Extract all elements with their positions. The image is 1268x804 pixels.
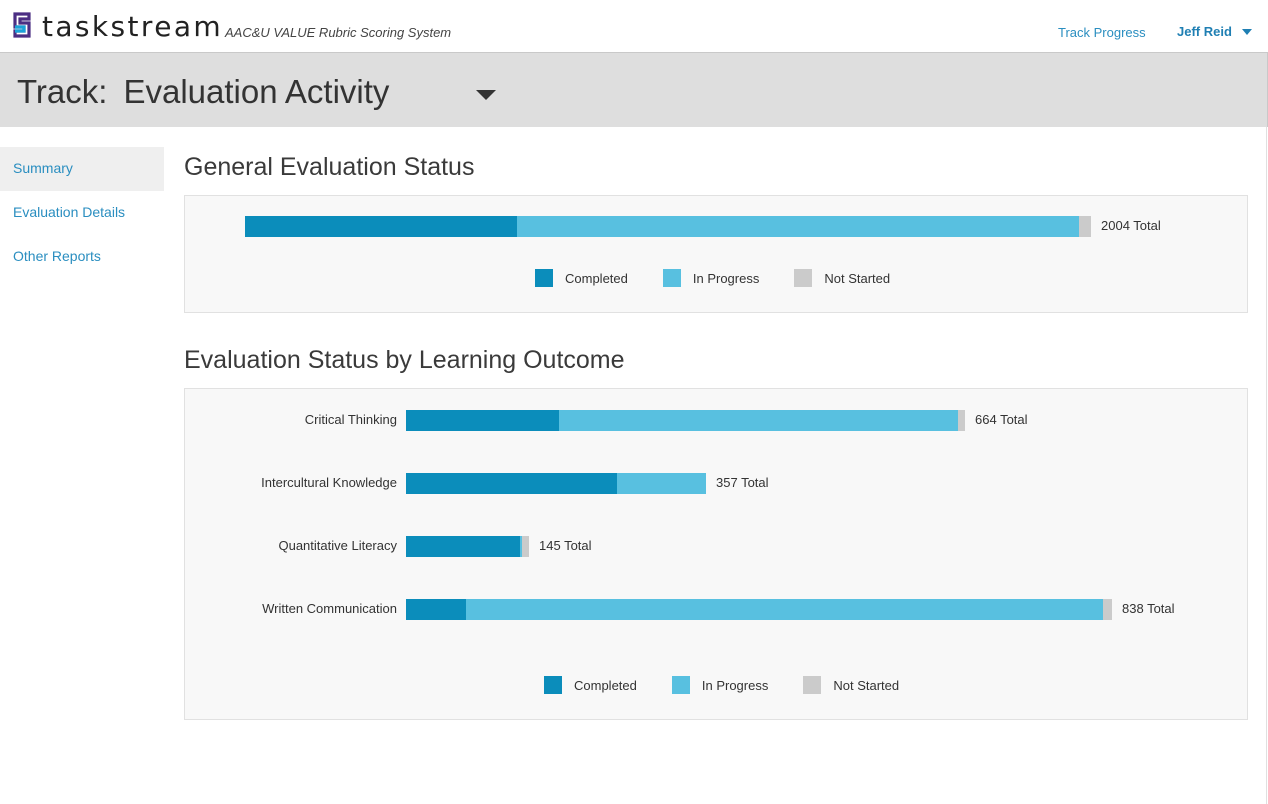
sidebar-nav: Summary Evaluation Details Other Reports <box>0 147 164 279</box>
sidebar-item-evaluation-details[interactable]: Evaluation Details <box>0 191 164 235</box>
sidebar-item-label: Other Reports <box>13 248 101 264</box>
legend-label: In Progress <box>692 270 760 286</box>
sidebar-item-label: Evaluation Details <box>13 204 126 220</box>
legend-swatch-in-progress <box>671 676 690 694</box>
sidebar-item-other-reports[interactable]: Other Reports <box>0 235 164 279</box>
legend-swatch-completed <box>544 676 562 694</box>
bar-total-label: 664 Total <box>975 412 1028 427</box>
bar-total-label: 2004 Total <box>1101 218 1161 233</box>
taskstream-logo-icon <box>13 12 31 38</box>
general-status-title: General Evaluation Status <box>184 153 475 181</box>
legend-completed: Completed <box>544 676 637 694</box>
track-label: Track: <box>17 73 108 110</box>
legend-label: Completed <box>565 270 628 286</box>
bar-segment-completed[interactable] <box>406 473 617 494</box>
bar-segment-not-started[interactable] <box>522 536 529 557</box>
scroll-edge <box>1266 127 1267 804</box>
bar-segment-in-progress[interactable] <box>520 536 522 557</box>
legend-label: Not Started <box>833 677 900 693</box>
outcome-status-title: Evaluation Status by Learning Outcome <box>184 346 625 374</box>
track-progress-link[interactable]: Track Progress <box>1058 25 1146 40</box>
outcome-bar[interactable] <box>406 536 529 557</box>
track-selector-bar: Track: Evaluation Activity <box>0 53 1268 127</box>
track-dropdown-icon[interactable] <box>476 90 496 100</box>
bar-total-label: 145 Total <box>539 538 592 553</box>
legend-not-started: Not Started <box>803 676 899 694</box>
outcome-row-label: Critical Thinking <box>304 412 397 427</box>
general-status-panel: 2004 Total Completed In Progress Not Sta… <box>184 195 1248 313</box>
bar-segment-completed[interactable] <box>245 216 517 237</box>
legend-swatch-not-started <box>794 269 813 287</box>
legend-swatch-in-progress <box>662 269 681 287</box>
legend-swatch-completed <box>535 269 553 287</box>
app-subtitle: AAC&U VALUE Rubric Scoring System <box>225 25 452 40</box>
brand-name[interactable]: taskstream <box>42 10 224 43</box>
legend-not-started: Not Started <box>794 269 890 287</box>
general-status-bar[interactable] <box>245 216 1091 237</box>
bar-segment-in-progress[interactable] <box>517 216 1079 237</box>
legend-in-progress: In Progress <box>662 269 760 287</box>
legend-completed: Completed <box>535 269 628 287</box>
bar-segment-completed[interactable] <box>406 536 520 557</box>
chevron-down-icon[interactable] <box>1242 29 1252 35</box>
outcome-status-panel: Critical Thinking 664 Total Intercultural … <box>184 388 1248 720</box>
outcome-legend: Completed In Progress Not Started <box>544 676 934 694</box>
bar-segment-completed[interactable] <box>406 599 466 620</box>
bar-segment-completed[interactable] <box>406 410 559 431</box>
outcome-bar[interactable] <box>406 599 1112 620</box>
legend-label: In Progress <box>701 677 769 693</box>
top-header: taskstream AAC&U VALUE Rubric Scoring Sy… <box>0 0 1268 53</box>
bar-segment-not-started[interactable] <box>1103 599 1112 620</box>
track-title[interactable]: Track: Evaluation Activity <box>17 73 389 111</box>
bar-segment-not-started[interactable] <box>958 410 965 431</box>
outcome-row-label: Quantitative Literacy <box>278 538 397 553</box>
legend-label: Not Started <box>824 270 891 286</box>
bar-segment-not-started[interactable] <box>1079 216 1091 237</box>
legend-swatch-not-started <box>803 676 822 694</box>
user-menu[interactable]: Jeff Reid <box>1177 24 1232 39</box>
bar-segment-in-progress[interactable] <box>617 473 706 494</box>
general-legend: Completed In Progress Not Started <box>535 269 925 287</box>
outcome-bar[interactable] <box>406 410 965 431</box>
legend-label: Completed <box>574 677 637 693</box>
outcome-bar[interactable] <box>406 473 706 494</box>
legend-in-progress: In Progress <box>671 676 769 694</box>
bar-total-label: 357 Total <box>716 475 769 490</box>
outcome-row-label: Written Communication <box>262 601 397 616</box>
track-value: Evaluation Activity <box>123 73 390 110</box>
bar-total-label: 838 Total <box>1122 601 1175 616</box>
bar-segment-in-progress[interactable] <box>559 410 958 431</box>
outcome-row-label: Intercultural Knowledge <box>261 475 397 490</box>
sidebar-item-label: Summary <box>13 160 73 176</box>
sidebar-item-summary[interactable]: Summary <box>0 147 164 191</box>
bar-segment-in-progress[interactable] <box>466 599 1103 620</box>
